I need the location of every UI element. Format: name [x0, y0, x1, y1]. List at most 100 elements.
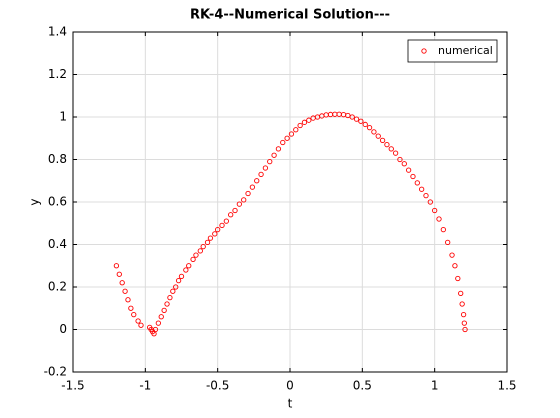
point [458, 290, 464, 297]
y-tick-label: 0.8 [48, 152, 67, 166]
point [158, 314, 164, 320]
point [200, 243, 206, 250]
point [204, 239, 211, 246]
point [459, 301, 465, 307]
point [262, 165, 269, 171]
point [358, 118, 364, 124]
point [207, 235, 214, 241]
point [301, 119, 308, 125]
point [167, 294, 173, 301]
point [362, 121, 368, 128]
point [271, 152, 277, 158]
point [119, 280, 125, 286]
x-axis-label: t [288, 397, 293, 411]
point [215, 226, 221, 233]
point [170, 288, 176, 294]
legend-marker [421, 48, 427, 54]
point [186, 263, 192, 269]
point [138, 322, 144, 328]
x-tick-label: 0 [286, 379, 294, 393]
point [436, 216, 442, 222]
point [418, 186, 425, 192]
point [125, 297, 131, 303]
point [366, 124, 373, 131]
point [267, 158, 273, 165]
y-tick-label: 1.4 [48, 25, 67, 39]
y-tick-label: 1 [59, 110, 67, 124]
point [197, 248, 203, 254]
point [445, 239, 451, 246]
y-tick-label: 0.6 [48, 195, 67, 209]
point [288, 131, 295, 137]
point [193, 252, 199, 258]
point [223, 218, 229, 224]
y-tick-label: 0 [59, 322, 67, 336]
point [236, 201, 243, 207]
point [410, 173, 416, 180]
point [427, 199, 433, 205]
point [212, 231, 218, 237]
point [461, 320, 467, 326]
point [152, 326, 159, 333]
legend-box [407, 39, 498, 63]
point [452, 263, 458, 269]
point [405, 167, 412, 173]
point [280, 139, 286, 146]
point [379, 137, 386, 144]
point [284, 135, 290, 141]
point [455, 275, 461, 282]
point [293, 127, 299, 133]
y-tick-label: 0.2 [48, 280, 67, 294]
point [173, 284, 179, 290]
x-tick-label: -1.5 [61, 379, 84, 393]
point [388, 146, 394, 152]
point [349, 114, 355, 120]
x-tick-label: 1 [431, 379, 439, 393]
point [275, 146, 282, 152]
x-tick-label: -1 [139, 379, 151, 393]
point [460, 311, 467, 318]
point [135, 318, 141, 324]
y-tick-label: 1.2 [48, 67, 67, 81]
point [116, 271, 122, 277]
point [371, 129, 377, 135]
point [254, 178, 260, 184]
point [258, 171, 264, 178]
point [397, 156, 403, 163]
point [297, 122, 303, 129]
point [155, 320, 162, 326]
point [462, 326, 468, 333]
y-tick-label: 0.4 [48, 237, 67, 251]
point [178, 273, 185, 280]
legend-label: numerical [438, 44, 493, 57]
chart-title: RK-4--Numerical Solution--- [190, 8, 390, 23]
point [375, 133, 381, 139]
point [164, 301, 170, 307]
point [228, 212, 234, 218]
point [175, 277, 182, 284]
point [219, 222, 225, 229]
point [423, 192, 429, 199]
point [384, 141, 390, 148]
point [131, 311, 137, 318]
y-axis-label: y [28, 198, 42, 205]
point [249, 184, 256, 190]
point [432, 207, 438, 214]
point [232, 207, 238, 214]
point [183, 267, 189, 273]
x-tick-label: 0.5 [353, 379, 372, 393]
point [401, 161, 407, 167]
point [392, 150, 399, 156]
point [353, 116, 360, 122]
point [306, 117, 312, 123]
plot-frame [72, 31, 508, 373]
point [414, 180, 420, 186]
x-tick-label: -0.5 [206, 379, 229, 393]
point [128, 305, 134, 311]
x-tick-label: 1.5 [497, 379, 516, 393]
point [122, 288, 128, 294]
y-tick-label: -0.2 [44, 365, 67, 379]
